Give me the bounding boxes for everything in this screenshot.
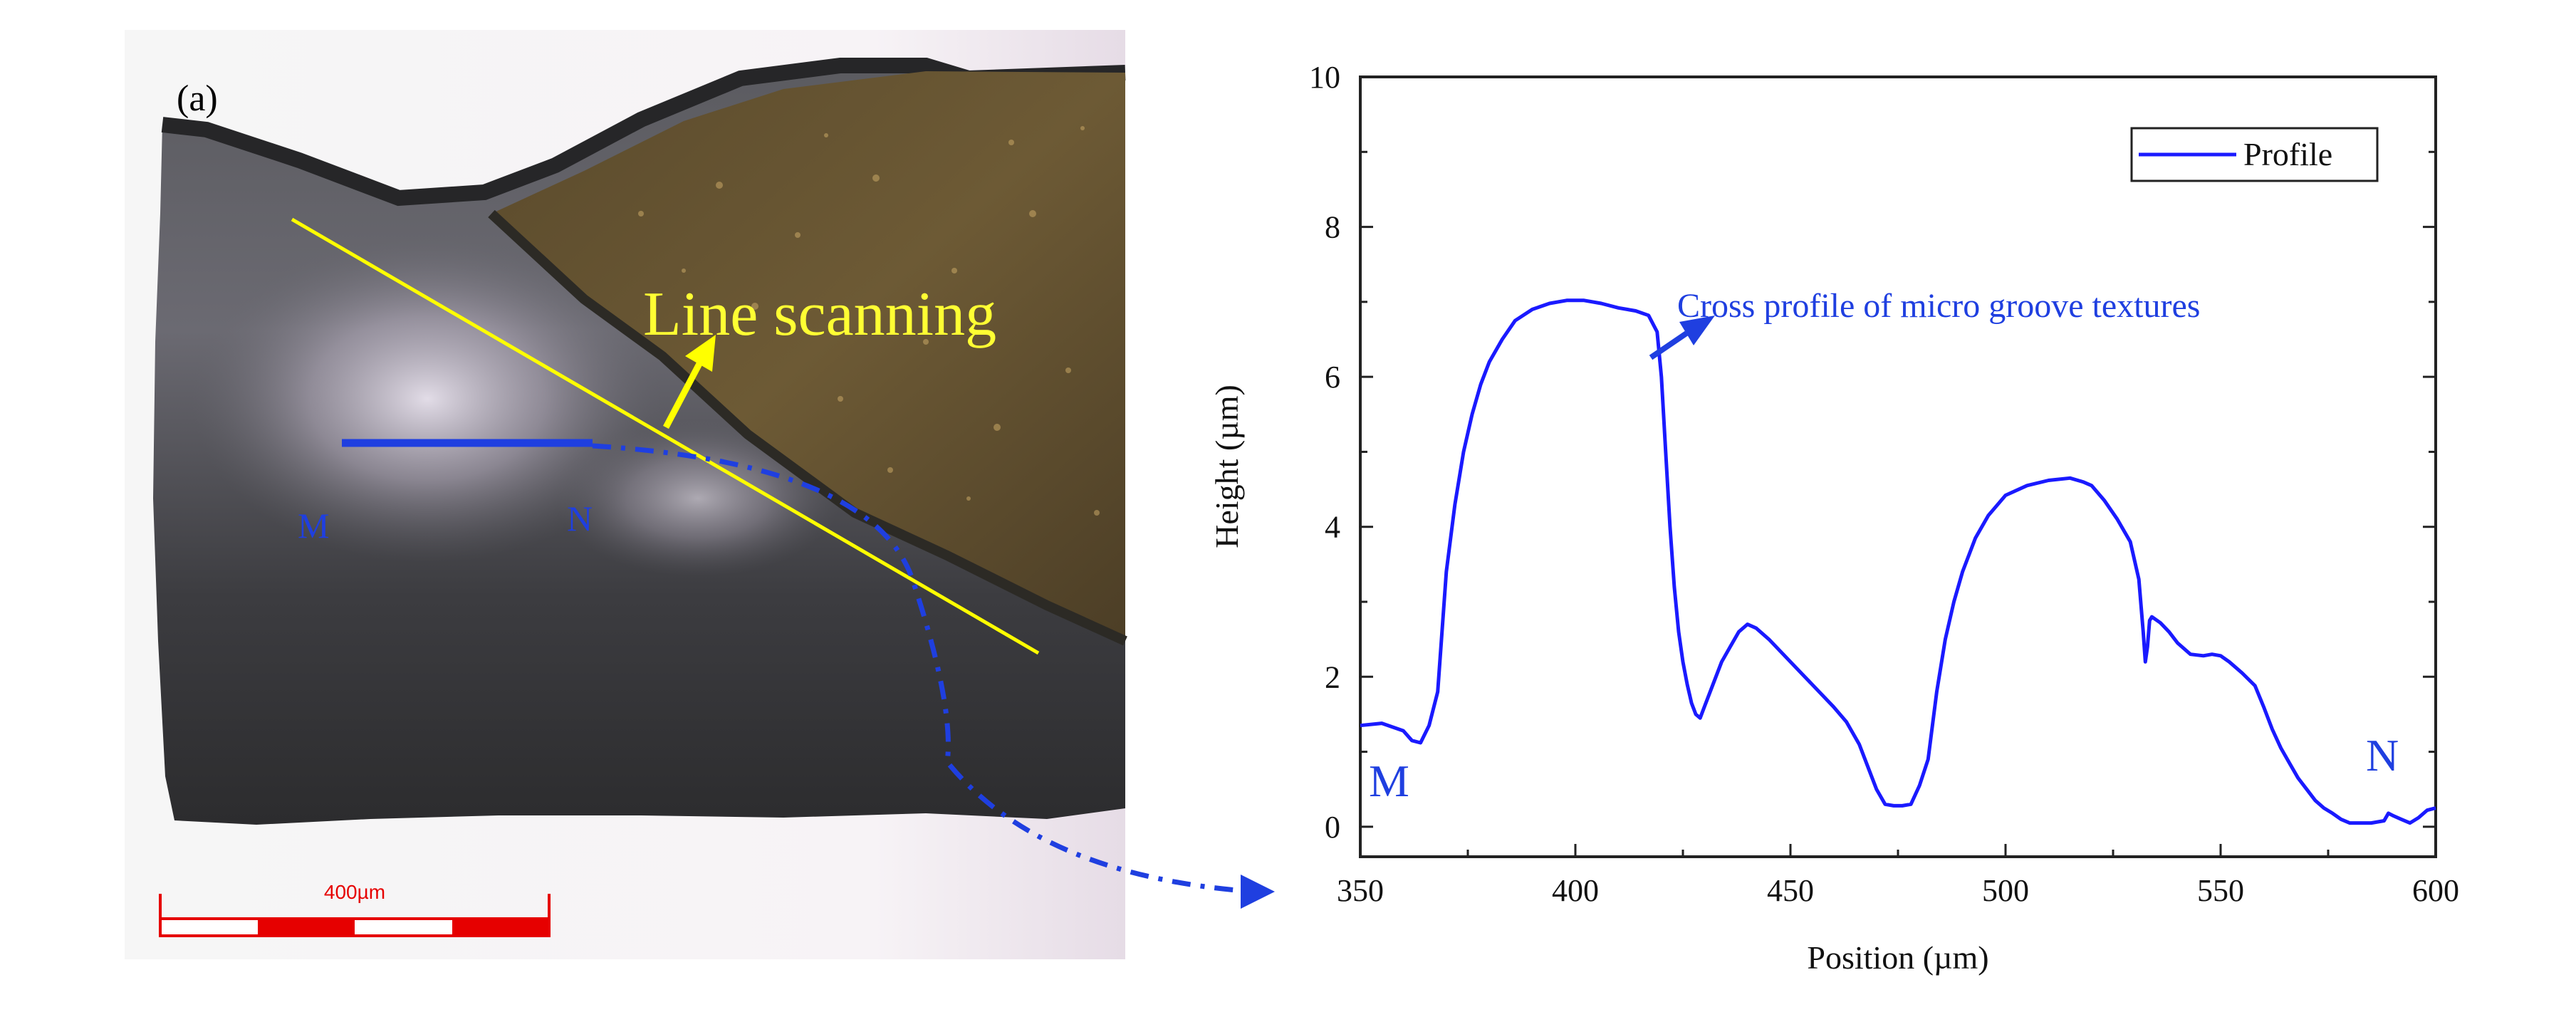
scan-label: Line scanning xyxy=(643,280,996,349)
reflective-patch-small xyxy=(556,420,840,577)
plot-frame xyxy=(1359,75,2437,858)
y-tick-label: 8 xyxy=(1325,210,1340,245)
x-tick-label: 400 xyxy=(1552,873,1599,908)
start-marker-label: M xyxy=(1369,756,1409,806)
annotation-arrow-head xyxy=(1679,315,1715,345)
x-tick-label: 350 xyxy=(1337,873,1384,908)
scale-bar-segment-1 xyxy=(258,919,355,936)
scan-arrow-head xyxy=(685,335,716,372)
y-tick-label: 4 xyxy=(1325,510,1340,545)
cross-profile-annotation: Cross profile of micro groove textures xyxy=(1677,287,2200,325)
y-tick-label: 10 xyxy=(1309,60,1340,95)
legend: Profile xyxy=(2130,127,2379,182)
rake-boundary xyxy=(488,209,1127,646)
x-ticks: 350 400 450 500 550 600 xyxy=(1337,844,2459,908)
scale-bar: 400µm xyxy=(159,881,551,937)
y-tick-label: 2 xyxy=(1325,659,1340,694)
scan-arrow-shaft xyxy=(663,358,704,429)
scan-line xyxy=(291,217,1040,655)
connector-curve xyxy=(592,443,1254,894)
reflective-patch xyxy=(192,235,662,563)
end-marker-label: N xyxy=(2366,730,2399,781)
y-axis-title: Height (µm) xyxy=(1209,385,1245,548)
micrograph-panel: (a) Line scanning M N 400µm xyxy=(125,30,1127,959)
annotation-arrow-shaft xyxy=(1649,330,1689,360)
x-tick-label: 550 xyxy=(2197,873,2244,908)
x-tick-label: 600 xyxy=(2412,873,2459,908)
profile-chart: 350 400 450 500 550 600 0 2 4 6 8 10 Position (µm)… xyxy=(1209,60,2459,976)
profile-series-line xyxy=(1360,298,2436,825)
scale-bar-segment-2 xyxy=(452,919,549,936)
y-tick-label: 6 xyxy=(1325,360,1340,395)
tool-edge-rim xyxy=(161,58,1126,207)
y-tick-label: 0 xyxy=(1325,810,1340,845)
point-n-label: N xyxy=(567,499,593,538)
scale-bar-label: 400µm xyxy=(324,881,385,903)
point-m-label: M xyxy=(298,506,329,546)
legend-label: Profile xyxy=(2243,136,2332,172)
panel-label: (a) xyxy=(177,78,218,119)
connector-arrowhead xyxy=(1241,875,1275,909)
x-tick-label: 500 xyxy=(1982,873,2029,908)
x-tick-label: 450 xyxy=(1767,873,1814,908)
y-ticks: 0 2 4 6 8 10 xyxy=(1309,60,2436,845)
x-axis-title: Position (µm) xyxy=(1807,939,1988,976)
rake-speckles xyxy=(638,126,1100,516)
